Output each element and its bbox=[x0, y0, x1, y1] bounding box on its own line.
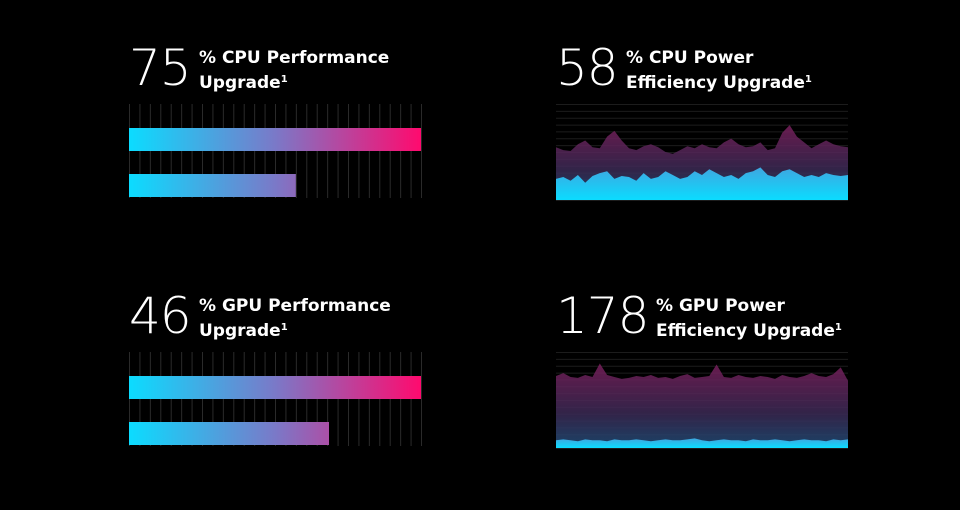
cpu-performance-label-line2: Upgrade bbox=[199, 73, 281, 93]
cpu-efficiency-panel: 58 % CPU Power Efficiency Upgrade1 bbox=[556, 40, 876, 210]
gpu-performance-label-line2: Upgrade bbox=[199, 321, 281, 341]
gpu-performance-chart bbox=[129, 352, 422, 446]
footnote-marker: 1 bbox=[280, 74, 288, 85]
bar-previous bbox=[129, 422, 329, 445]
cpu-efficiency-value: 58 bbox=[556, 39, 619, 97]
area-series-1 bbox=[556, 363, 848, 448]
cpu-performance-label: % CPU Performance Upgrade1 bbox=[199, 48, 439, 94]
area-series-2 bbox=[556, 438, 848, 448]
gpu-performance-label: % GPU Performance Upgrade1 bbox=[199, 296, 439, 342]
bar-new bbox=[129, 376, 421, 399]
bar-previous bbox=[129, 174, 296, 197]
cpu-efficiency-label-line2: Efficiency Upgrade bbox=[626, 73, 805, 93]
cpu-performance-label-line1: % CPU Performance bbox=[199, 48, 390, 68]
cpu-efficiency-label: % CPU Power Efficiency Upgrade1 bbox=[626, 48, 866, 94]
gpu-performance-value: 46 bbox=[129, 287, 192, 345]
gpu-efficiency-label: % GPU Power Efficiency Upgrade1 bbox=[656, 296, 896, 342]
cpu-performance-chart bbox=[129, 104, 422, 198]
area-series-2 bbox=[556, 167, 848, 200]
gpu-performance-label-line1: % GPU Performance bbox=[199, 296, 391, 316]
gpu-efficiency-value: 178 bbox=[556, 287, 649, 345]
gpu-efficiency-label-line1: % GPU Power bbox=[656, 296, 785, 316]
cpu-performance-value: 75 bbox=[129, 39, 192, 97]
gpu-performance-panel: 46 % GPU Performance Upgrade1 bbox=[129, 288, 449, 458]
gpu-efficiency-chart bbox=[556, 352, 848, 449]
gpu-efficiency-panel: 178 % GPU Power Efficiency Upgrade1 bbox=[556, 288, 876, 458]
footnote-marker: 1 bbox=[804, 74, 812, 85]
cpu-performance-panel: 75 % CPU Performance Upgrade1 bbox=[129, 40, 449, 210]
footnote-marker: 1 bbox=[280, 322, 288, 333]
footnote-marker: 1 bbox=[834, 322, 842, 333]
cpu-efficiency-label-line1: % CPU Power bbox=[626, 48, 754, 68]
cpu-efficiency-chart bbox=[556, 104, 848, 201]
bar-new bbox=[129, 128, 421, 151]
gpu-efficiency-label-line2: Efficiency Upgrade bbox=[656, 321, 835, 341]
